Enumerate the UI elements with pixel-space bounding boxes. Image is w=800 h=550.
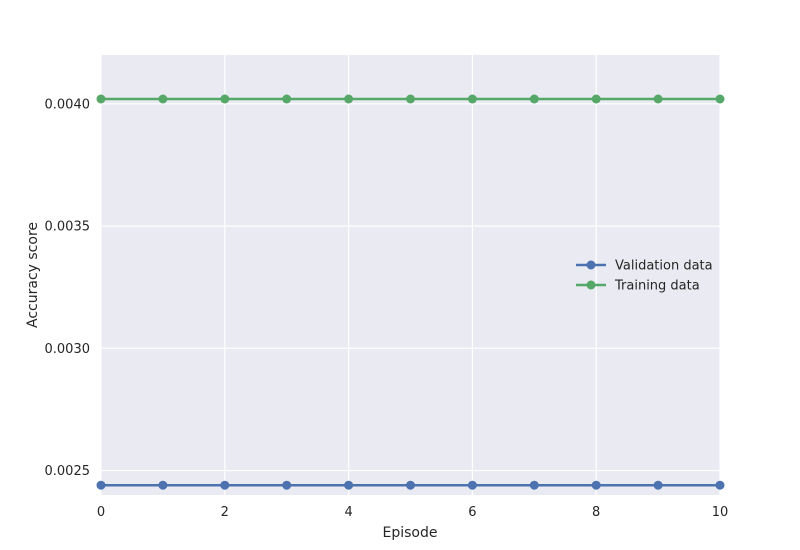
legend-label-validation: Validation data (615, 259, 713, 274)
data-point-validation (653, 480, 663, 490)
data-point-validation (96, 480, 106, 490)
data-point-validation (591, 480, 601, 490)
x-tick-label: 8 (592, 505, 600, 520)
x-tick-label: 2 (221, 505, 229, 520)
data-point-training (96, 94, 106, 104)
data-point-training (529, 94, 539, 104)
y-tick-label: 0.0025 (45, 464, 91, 479)
data-point-training (591, 94, 601, 104)
data-point-training (406, 94, 415, 104)
data-point-training (158, 94, 168, 104)
data-point-training (467, 94, 477, 104)
x-tick-labels: 0 2 4 6 8 10 (97, 505, 728, 520)
x-tick-label: 6 (468, 505, 476, 520)
data-point-training (653, 94, 663, 104)
legend-label-training: Training data (614, 279, 700, 294)
data-point-training (282, 94, 292, 104)
legend: Validation data Training data (576, 259, 713, 294)
data-point-validation (467, 480, 477, 490)
data-point-training (220, 94, 230, 104)
data-point-validation (344, 480, 354, 490)
data-point-validation (158, 480, 168, 490)
legend-marker-training (586, 280, 596, 290)
data-point-training (344, 94, 354, 104)
y-axis-label: Accuracy score (25, 222, 41, 328)
data-point-validation (406, 480, 415, 490)
data-point-validation (220, 480, 230, 490)
grid-lines (100, 55, 721, 495)
y-tick-label: 0.0040 (45, 97, 91, 112)
plot-area (101, 55, 720, 495)
y-tick-label: 0.0030 (45, 342, 91, 357)
y-tick-label: 0.0035 (45, 220, 91, 235)
y-tick-labels: 0.0025 0.0030 0.0035 0.0040 (45, 97, 91, 479)
x-tick-label: 0 (97, 505, 105, 520)
x-axis-label: Episode (383, 525, 438, 541)
x-tick-label: 4 (344, 505, 352, 520)
series-layer (96, 94, 725, 490)
legend-marker-validation (586, 260, 596, 270)
data-point-training (715, 94, 725, 104)
x-tick-label: 10 (712, 505, 729, 520)
data-point-validation (529, 480, 539, 490)
data-point-validation (715, 480, 725, 490)
data-point-validation (282, 480, 292, 490)
